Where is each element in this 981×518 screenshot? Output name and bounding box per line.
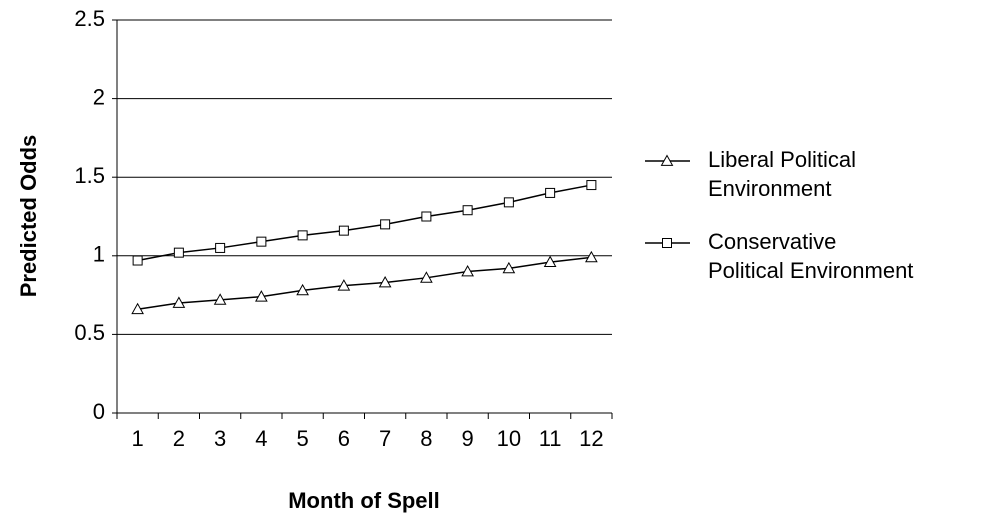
marker xyxy=(337,279,351,291)
marker xyxy=(213,293,227,305)
marker xyxy=(255,290,268,302)
x-tick-label: 1 xyxy=(132,426,144,451)
marker xyxy=(421,211,432,222)
marker xyxy=(215,242,226,253)
x-tick-label: 4 xyxy=(255,426,267,451)
y-tick-label: 0.5 xyxy=(74,320,105,345)
marker xyxy=(378,275,392,288)
x-tick-label: 5 xyxy=(297,426,309,451)
marker xyxy=(173,247,184,258)
marker xyxy=(338,225,349,236)
x-tick-label: 9 xyxy=(462,426,474,451)
x-tick-label: 8 xyxy=(420,426,432,451)
legend-marker xyxy=(662,238,672,248)
y-tick-label: 2.5 xyxy=(74,6,105,31)
marker xyxy=(256,236,267,247)
marker xyxy=(585,250,598,263)
x-tick-label: 6 xyxy=(338,426,350,451)
x-tick-label: 2 xyxy=(173,426,185,451)
marker xyxy=(380,219,391,230)
marker xyxy=(132,255,143,266)
marker xyxy=(462,205,473,216)
y-tick-label: 0 xyxy=(93,399,105,424)
legend-label: Liberal Political Environment xyxy=(708,147,856,201)
y-tick-label: 2 xyxy=(93,84,105,109)
marker xyxy=(461,264,474,277)
legend-label: Conservative Political Environment xyxy=(708,229,913,283)
series-line xyxy=(137,256,592,310)
marker xyxy=(502,261,516,274)
series-line xyxy=(137,184,592,262)
marker xyxy=(296,283,309,296)
x-tick-label: 12 xyxy=(579,426,603,451)
x-tick-label: 10 xyxy=(497,426,521,451)
x-tick-label: 11 xyxy=(539,426,562,451)
marker xyxy=(131,302,144,315)
y-tick-label: 1.5 xyxy=(74,163,105,188)
marker xyxy=(586,180,597,191)
marker xyxy=(503,197,514,208)
marker xyxy=(172,296,186,308)
y-tick-label: 1 xyxy=(93,242,105,267)
legend-marker xyxy=(660,154,674,166)
marker xyxy=(297,230,308,241)
x-tick-label: 3 xyxy=(214,426,226,451)
marker xyxy=(420,271,433,283)
x-axis-title: Month of Spell xyxy=(288,488,440,513)
y-axis-title: Predicted Odds xyxy=(16,135,41,298)
marker xyxy=(545,187,556,198)
marker xyxy=(543,255,557,267)
x-tick-label: 7 xyxy=(379,426,391,451)
